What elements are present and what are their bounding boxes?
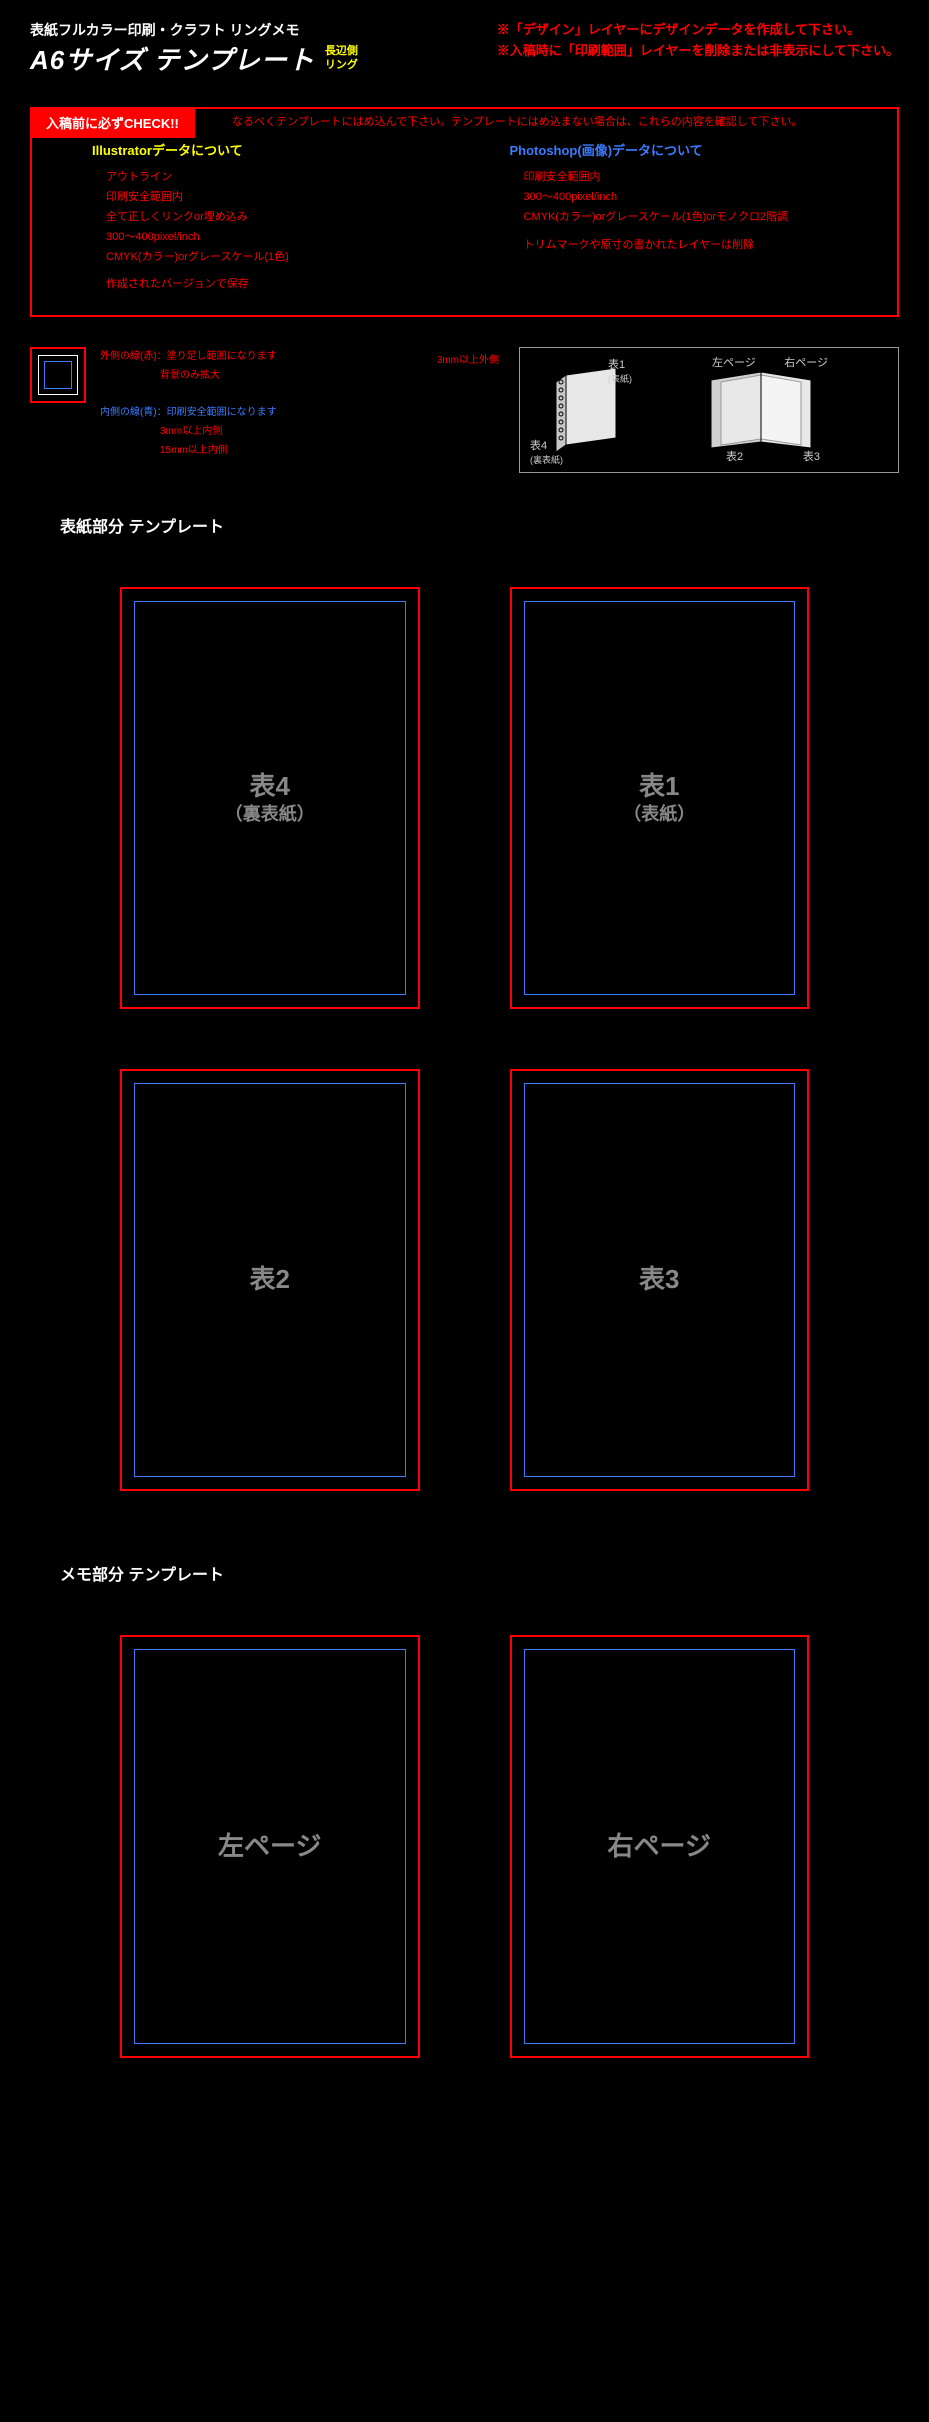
tag-line2: リング — [325, 59, 358, 71]
diagram-label-h3: 表3 — [803, 448, 820, 464]
check-item: CMYK(カラー)orグレースケール(1色) — [92, 248, 450, 268]
panel-left-page: 左ページ — [120, 1635, 420, 2057]
legend-row: 外側の線(赤)：塗り足し範囲になります 背景のみ拡大 内側の線(青)：印刷安全範… — [30, 347, 899, 473]
legend-inner-sub1: 3mm以上内側 — [100, 422, 277, 437]
diagram-label-h2: 表2 — [726, 448, 743, 464]
panel-h2: 表2 — [120, 1069, 420, 1491]
check-item: CMYK(カラー)orグレースケール(1色)orモノクロ2階調 — [510, 208, 868, 228]
check-box: 入稿前に必ずCHECK!! なるべくテンプレートにはめ込んで下さい。テンプレート… — [30, 107, 899, 317]
legend-left: 外側の線(赤)：塗り足し範囲になります 背景のみ拡大 内側の線(青)：印刷安全範… — [30, 347, 417, 460]
check-col1-head: Illustratorデータについて — [92, 139, 450, 162]
check-col2-head: Photoshop(画像)データについて — [510, 139, 868, 162]
check-col-illustrator: Illustratorデータについて アウトライン 印刷安全範囲内 全て正しくリ… — [92, 139, 450, 295]
legend-swatch — [30, 347, 86, 403]
header-title: A6サイズ テンプレート — [30, 40, 315, 77]
panel-label: 右ページ — [608, 1830, 711, 1864]
check-item: 印刷安全範囲内 — [92, 188, 450, 208]
header-notes: ※「デザイン」レイヤーにデザインデータを作成して下さい。 ※入稿時に「印刷範囲」… — [497, 20, 899, 62]
check-top-note: なるべくテンプレートにはめ込んで下さい。テンプレートにはめ込まない場合は、これら… — [232, 113, 802, 129]
header: 表紙フルカラー印刷・クラフト リングメモ A6サイズ テンプレート 長辺側 リン… — [30, 20, 899, 77]
panel-label: 表1 （表紙） — [623, 770, 695, 827]
legend-outer-sub: 背景のみ拡大 — [100, 366, 277, 381]
header-subtitle: 表紙フルカラー印刷・クラフト リングメモ — [30, 20, 358, 40]
diagram-label-right: 右ページ — [784, 354, 828, 370]
panel-label: 表3 — [639, 1263, 679, 1297]
check-item: トリムマークや原寸の書かれたレイヤーは削除 — [510, 236, 868, 256]
legend-inner-sub2: 15mm以上内側 — [100, 441, 277, 456]
panel-right-page: 右ページ — [510, 1635, 810, 2057]
book-closed-diagram: 表1(表紙) 表4(裏表紙) — [536, 360, 646, 460]
legend-inner: 内側の線(青)：印刷安全範囲になります — [100, 403, 277, 418]
header-note-1: ※「デザイン」レイヤーにデザインデータを作成して下さい。 — [497, 20, 899, 41]
diagram-label-h4: 表4(裏表紙) — [530, 437, 563, 466]
check-item: アウトライン — [92, 168, 450, 188]
panel-label: 左ページ — [218, 1830, 321, 1864]
book-open-diagram: 左ページ 右ページ 表2 表3 — [676, 360, 846, 460]
check-col-photoshop: Photoshop(画像)データについて 印刷安全範囲内 300〜400pixe… — [510, 139, 868, 295]
memo-panel-grid: 左ページ 右ページ — [30, 1635, 899, 2097]
header-tag: 長辺側 リング — [325, 45, 358, 71]
header-note-2: ※入稿時に「印刷範囲」レイヤーを削除または非表示にして下さい。 — [497, 41, 899, 62]
legend-lines: 外側の線(赤)：塗り足し範囲になります 背景のみ拡大 内側の線(青)：印刷安全範… — [100, 347, 277, 460]
check-item: 300〜400pixel/inch — [92, 228, 450, 248]
diagram-label-left: 左ページ — [712, 354, 756, 370]
section-title-memo: メモ部分 テンプレート — [60, 1561, 899, 1585]
panel-h4: 表4 （裏表紙） — [120, 587, 420, 1009]
panel-h1: 表1 （表紙） — [510, 587, 810, 1009]
panel-label: 表2 — [250, 1263, 290, 1297]
check-tab: 入稿前に必ずCHECK!! — [30, 107, 195, 138]
cover-panel-grid: 表4 （裏表紙） 表1 （表紙） 表2 表3 — [30, 587, 899, 1531]
check-item: 印刷安全範囲内 — [510, 168, 868, 188]
diagram-box: 表1(表紙) 表4(裏表紙) 左ページ 右ページ 表2 表3 — [519, 347, 899, 473]
check-item: 300〜400pixel/inch — [510, 188, 868, 208]
diagram-label-h1: 表1(表紙) — [608, 356, 632, 385]
header-left: 表紙フルカラー印刷・クラフト リングメモ A6サイズ テンプレート 長辺側 リン… — [30, 20, 358, 77]
legend-outer: 外側の線(赤)：塗り足し範囲になります — [100, 347, 277, 362]
check-item: 作成されたバージョンで保存 — [92, 275, 450, 295]
section-title-cover: 表紙部分 テンプレート — [60, 513, 899, 537]
check-item: 全て正しくリンクor埋め込み — [92, 208, 450, 228]
legend-mid-note: 3mm以上外側 — [437, 347, 499, 366]
tag-line1: 長辺側 — [325, 45, 358, 57]
panel-h3: 表3 — [510, 1069, 810, 1491]
panel-label: 表4 （裏表紙） — [225, 770, 315, 827]
